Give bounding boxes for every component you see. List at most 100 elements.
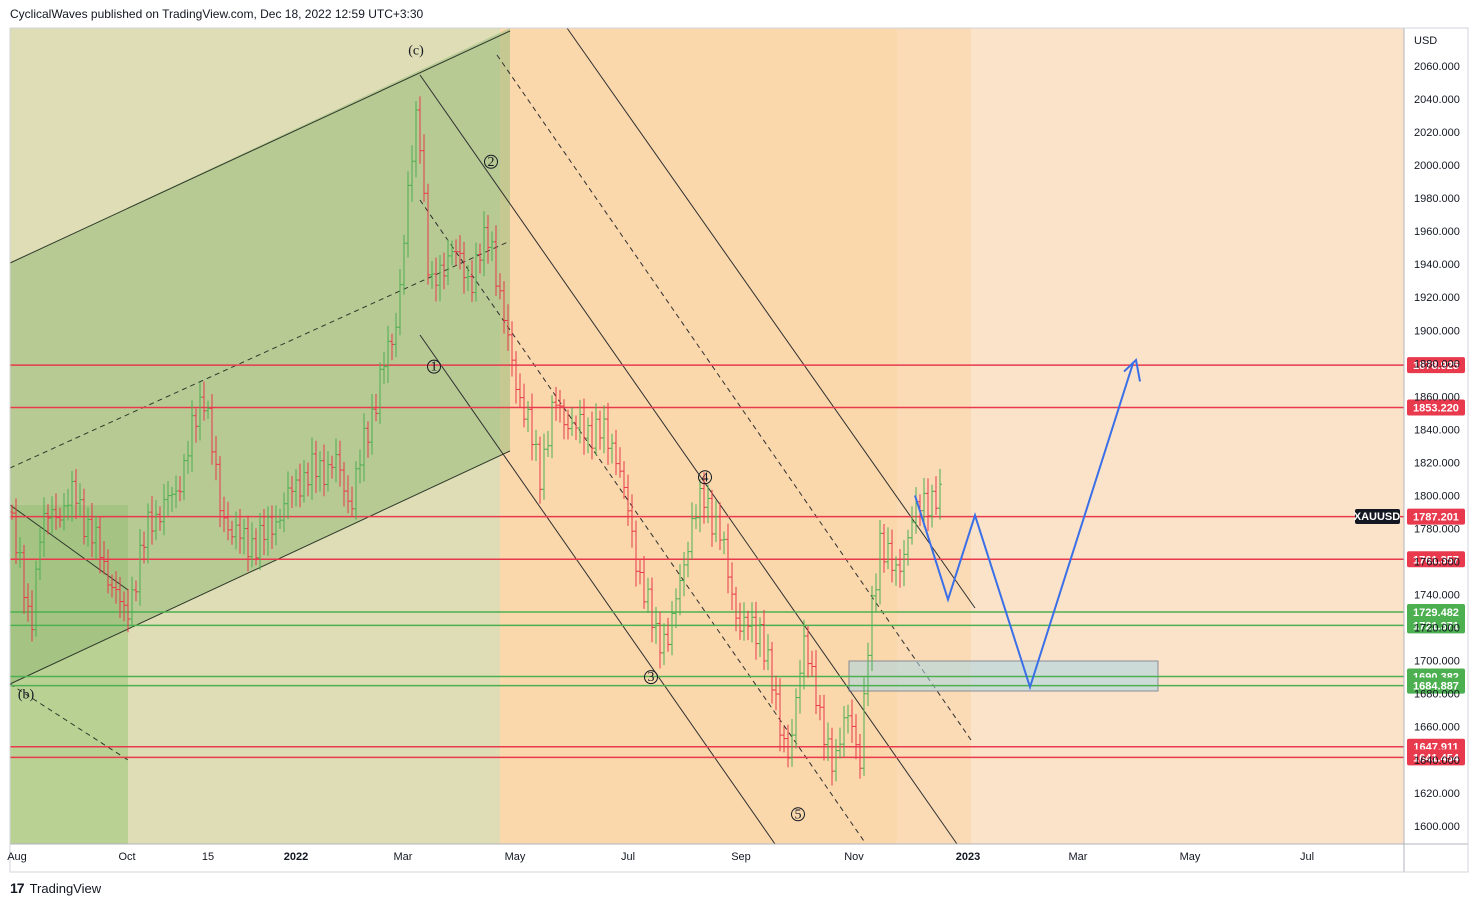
candle — [338, 440, 342, 487]
wave-label-5: 4 — [702, 470, 709, 485]
candle — [838, 727, 842, 759]
candle — [290, 475, 294, 508]
candle — [190, 400, 194, 472]
level-badge-label-2: 1787.201 — [1413, 512, 1459, 524]
candle — [42, 497, 46, 557]
candle — [590, 411, 594, 460]
candle — [182, 453, 186, 501]
chart-frame — [9, 27, 1469, 873]
candle — [610, 433, 614, 464]
y-tick-label-22: 2040.000 — [1414, 94, 1460, 106]
candle — [550, 395, 554, 459]
candle — [250, 522, 254, 568]
candle — [382, 351, 386, 384]
candle — [630, 494, 634, 548]
y-tick-label-17: 1940.000 — [1414, 259, 1460, 271]
y-tick-label-3: 1660.000 — [1414, 722, 1460, 734]
candle — [938, 468, 942, 520]
candle — [898, 548, 902, 588]
candle — [710, 489, 714, 547]
candle — [150, 496, 154, 545]
candle — [186, 440, 190, 474]
x-tick-label-11: May — [1180, 851, 1201, 863]
candle — [126, 588, 130, 633]
candle — [374, 393, 378, 422]
candle — [586, 417, 590, 454]
candle — [354, 461, 358, 520]
candle — [330, 455, 334, 479]
candle — [170, 486, 174, 512]
wave-circle-6 — [791, 807, 805, 822]
candle — [26, 583, 30, 622]
candle — [138, 529, 142, 606]
y-tick-label-14: 1880.000 — [1414, 358, 1460, 370]
candle — [302, 460, 306, 503]
candle — [686, 541, 690, 578]
level-badge-3 — [1407, 551, 1465, 568]
candle — [202, 381, 206, 421]
candle — [882, 524, 886, 573]
level-badge-label-5: 1721.371 — [1413, 620, 1459, 632]
candle — [858, 734, 862, 779]
candle — [38, 528, 42, 581]
candle — [114, 571, 118, 604]
level-badge-label-0: 1878.925 — [1413, 360, 1459, 372]
candle — [274, 505, 278, 546]
candle — [134, 580, 138, 602]
candle — [662, 623, 666, 666]
candle — [14, 498, 18, 565]
y-tick-label-20: 2000.000 — [1414, 160, 1460, 172]
wave-circle-2 — [427, 359, 441, 374]
candle — [222, 496, 226, 533]
candle — [174, 475, 178, 509]
candle — [66, 488, 70, 521]
candle — [794, 688, 798, 749]
rising-channel-upper-line — [9, 30, 511, 264]
candle — [294, 469, 298, 507]
candle — [262, 509, 266, 555]
y-tick-label-1: 1620.000 — [1414, 788, 1460, 800]
candle — [454, 239, 458, 266]
candle — [598, 410, 602, 450]
candle — [854, 714, 858, 760]
x-tick-label-8: Nov — [844, 851, 864, 863]
y-tick-label-0: 1600.000 — [1414, 821, 1460, 833]
x-tick-label-3: 2022 — [284, 851, 308, 863]
candle — [822, 694, 826, 761]
candle — [490, 231, 494, 262]
candle — [810, 650, 814, 677]
candle — [718, 502, 722, 550]
level-badge-label-9: 1641.454 — [1413, 752, 1460, 764]
candle — [682, 551, 686, 597]
candle — [778, 678, 782, 752]
candle — [442, 252, 446, 290]
candle — [342, 461, 346, 507]
candle — [866, 642, 870, 707]
x-tick-label-4: Mar — [394, 851, 413, 863]
candle — [830, 727, 834, 786]
candle — [690, 502, 694, 560]
candle — [558, 390, 562, 423]
candle — [702, 472, 706, 524]
candle — [574, 415, 578, 441]
candle — [638, 559, 642, 585]
candle — [122, 591, 126, 622]
candle — [634, 520, 638, 587]
candle — [714, 500, 718, 543]
candle — [142, 531, 146, 564]
wave-label-4: 3 — [648, 670, 655, 685]
candle — [98, 516, 102, 574]
candle — [230, 520, 234, 545]
x-tick-label-1: Oct — [118, 851, 135, 863]
candle — [234, 511, 238, 550]
candle — [110, 574, 114, 598]
candle — [206, 400, 210, 420]
candle — [470, 260, 474, 302]
orange-zone — [500, 28, 897, 844]
candle — [766, 634, 770, 671]
candle — [198, 382, 202, 441]
candle — [726, 523, 730, 594]
candle — [902, 540, 906, 587]
candle — [54, 493, 58, 530]
